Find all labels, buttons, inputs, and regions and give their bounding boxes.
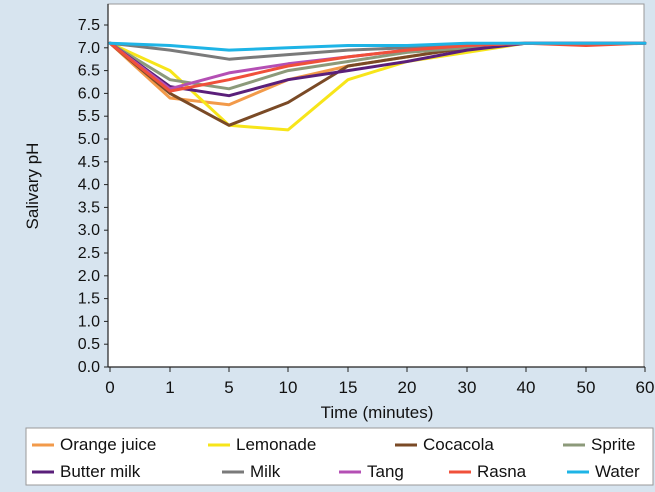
x-tick-label: 10: [279, 378, 298, 397]
y-tick-label: 1.5: [78, 291, 100, 308]
y-tick-label: 5.5: [78, 108, 100, 125]
x-tick-label: 50: [577, 378, 596, 397]
x-tick-label: 20: [398, 378, 417, 397]
legend-label-butter-milk: Butter milk: [60, 462, 141, 481]
legend-label-tang: Tang: [367, 462, 404, 481]
legend-label-cocacola: Cocacola: [423, 435, 494, 454]
x-tick-label: 15: [339, 378, 358, 397]
legend-label-milk: Milk: [250, 462, 281, 481]
y-tick-label: 0.5: [78, 336, 100, 353]
plot-area: [107, 3, 645, 368]
y-tick-label: 4.0: [78, 177, 100, 194]
y-tick-label: 6.0: [78, 85, 100, 102]
series-line-water: [108, 41, 647, 52]
x-tick-label: 5: [224, 378, 233, 397]
x-tick-label: 40: [517, 378, 536, 397]
y-tick-label: 2.0: [78, 268, 100, 285]
y-tick-label: 6.5: [78, 63, 100, 80]
y-axis-label: Salivary pH: [23, 143, 42, 230]
x-tick-label: 1: [165, 378, 174, 397]
legend: Orange juice Lemonade Cocacola Sprite Butter…: [32, 435, 640, 481]
y-tick-label: 4.5: [78, 154, 100, 171]
legend-label-orange-juice: Orange juice: [60, 435, 156, 454]
y-tick-label: 3.5: [78, 199, 100, 216]
x-tick-label: 30: [458, 378, 477, 397]
legend-label-lemonade: Lemonade: [236, 435, 316, 454]
y-tick-label: 1.0: [78, 313, 100, 330]
legend-label-water: Water: [595, 462, 640, 481]
legend-box: [25, 427, 654, 486]
y-tick-label: 3.0: [78, 222, 100, 239]
x-axis-label: Time (minutes): [321, 403, 434, 422]
y-tick-label: 7.5: [78, 17, 100, 34]
legend-label-sprite: Sprite: [591, 435, 635, 454]
x-tick-label: 60: [636, 378, 655, 397]
y-tick-label: 2.5: [78, 245, 100, 262]
legend-label-rasna: Rasna: [477, 462, 527, 481]
y-axis: 0.0 0.5 1.0 1.5 2.0 2.5 3.0 3.5 4.0 4.5 5.0 5.5 6.0 6…: [78, 4, 109, 376]
x-tick-label: 0: [105, 378, 114, 397]
series-lines: [108, 41, 647, 132]
x-axis: 0 1 5 10 15 20 30 40 50 60: [105, 366, 655, 397]
y-tick-label: 0.0: [78, 359, 100, 376]
y-tick-label: 5.0: [78, 131, 100, 148]
y-tick-label: 7.0: [78, 40, 100, 57]
